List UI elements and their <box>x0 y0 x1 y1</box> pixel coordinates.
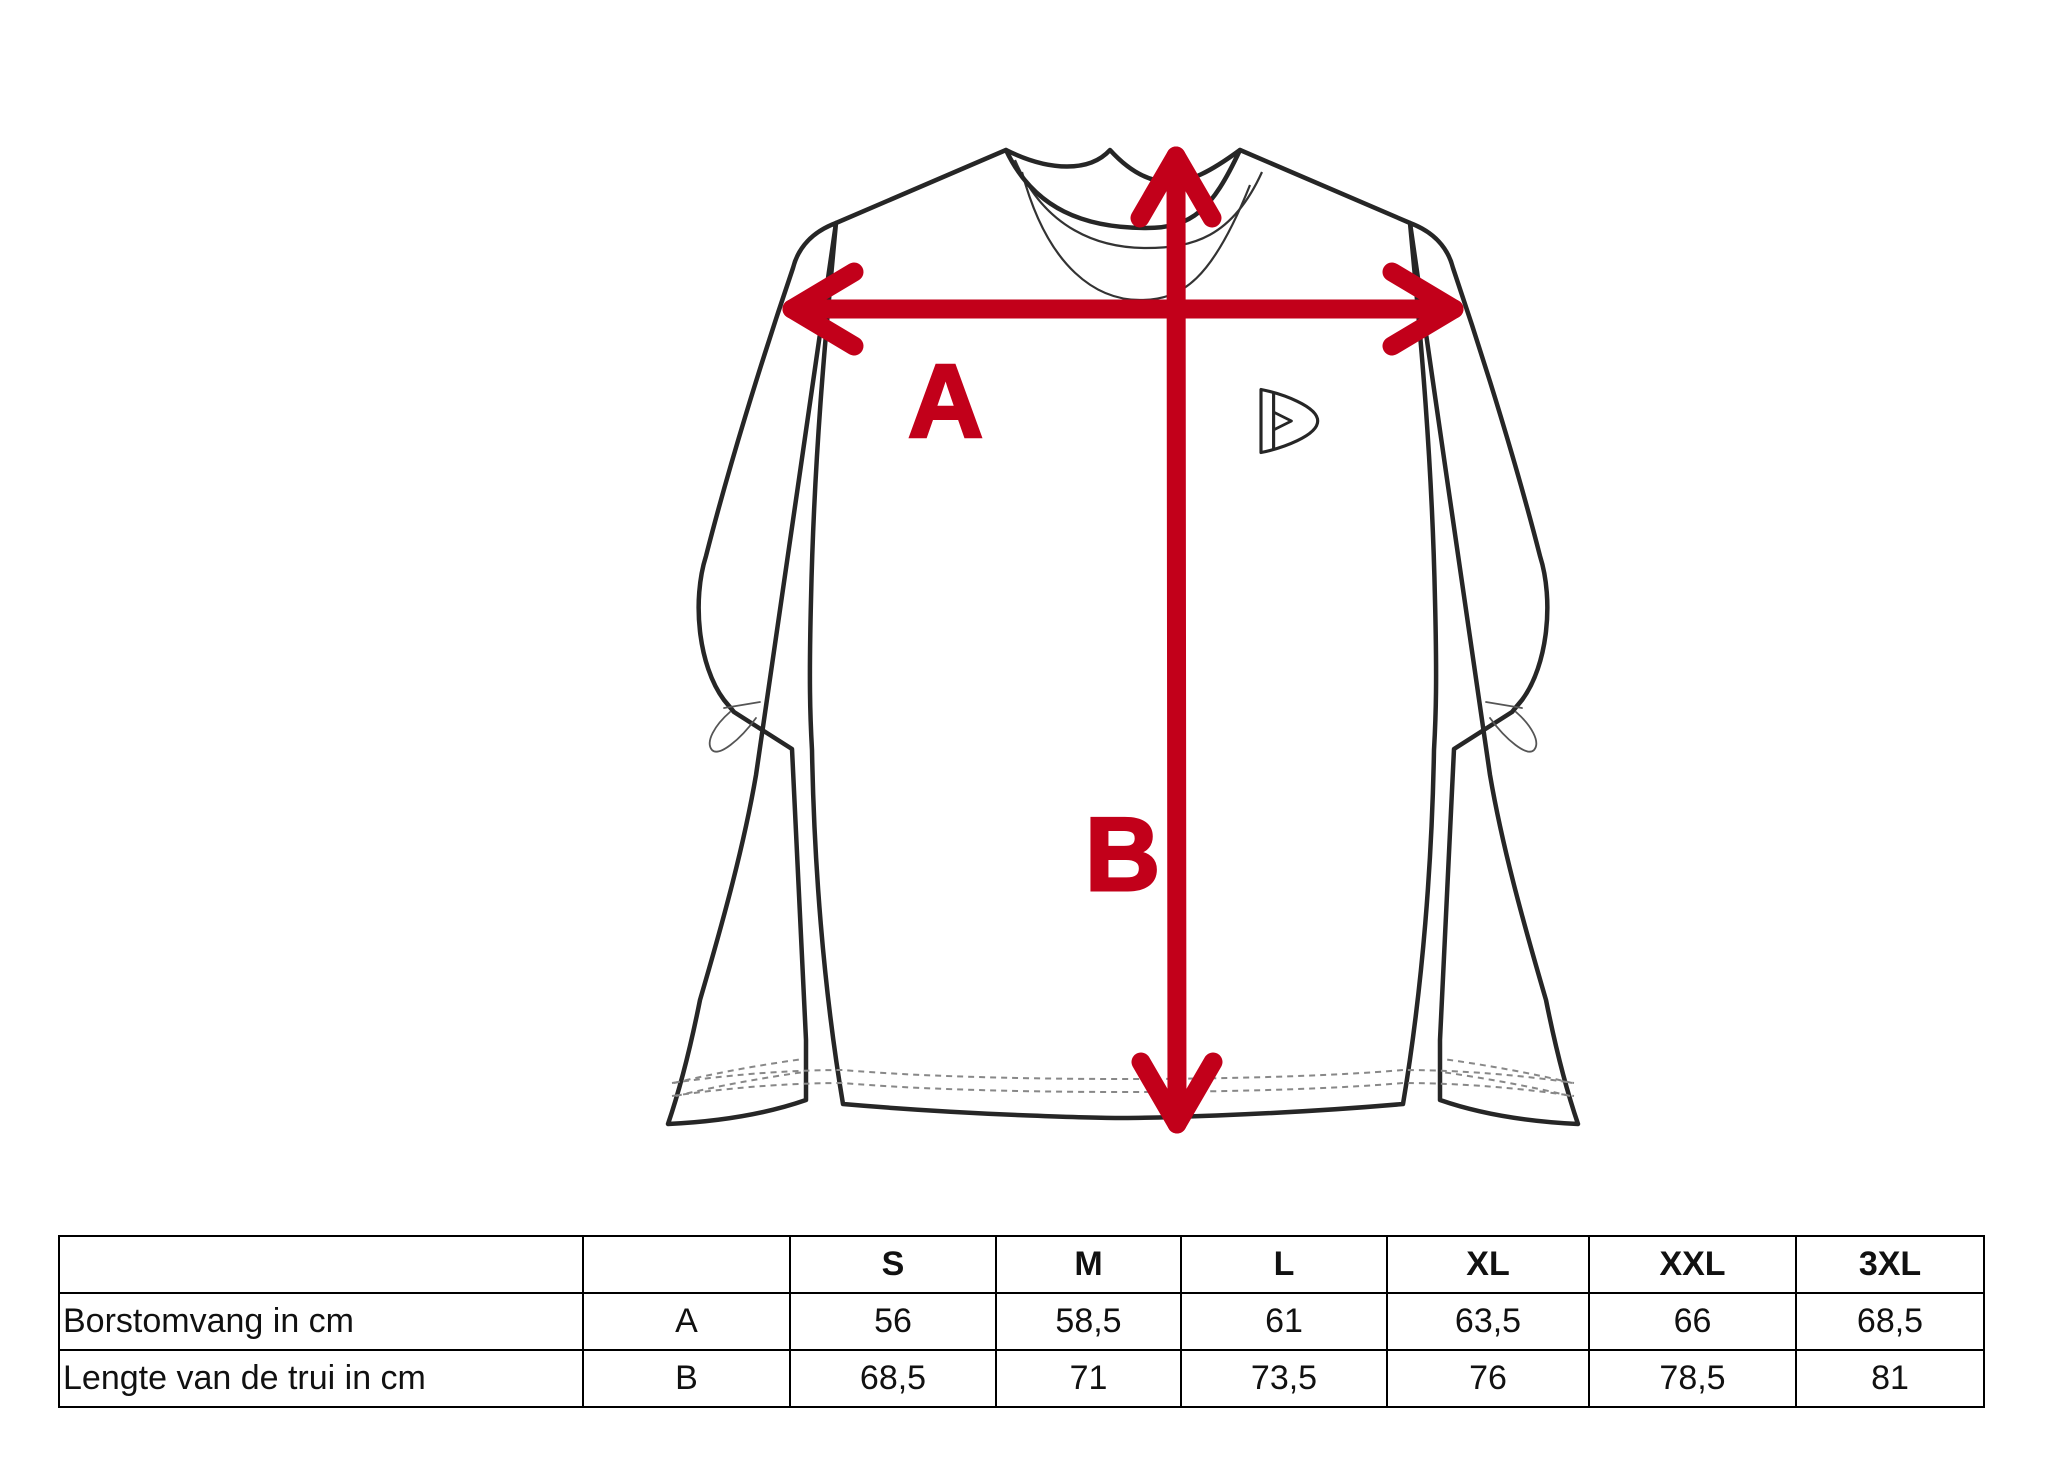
svg-text:B: B <box>1085 797 1160 913</box>
svg-text:A: A <box>908 344 983 460</box>
